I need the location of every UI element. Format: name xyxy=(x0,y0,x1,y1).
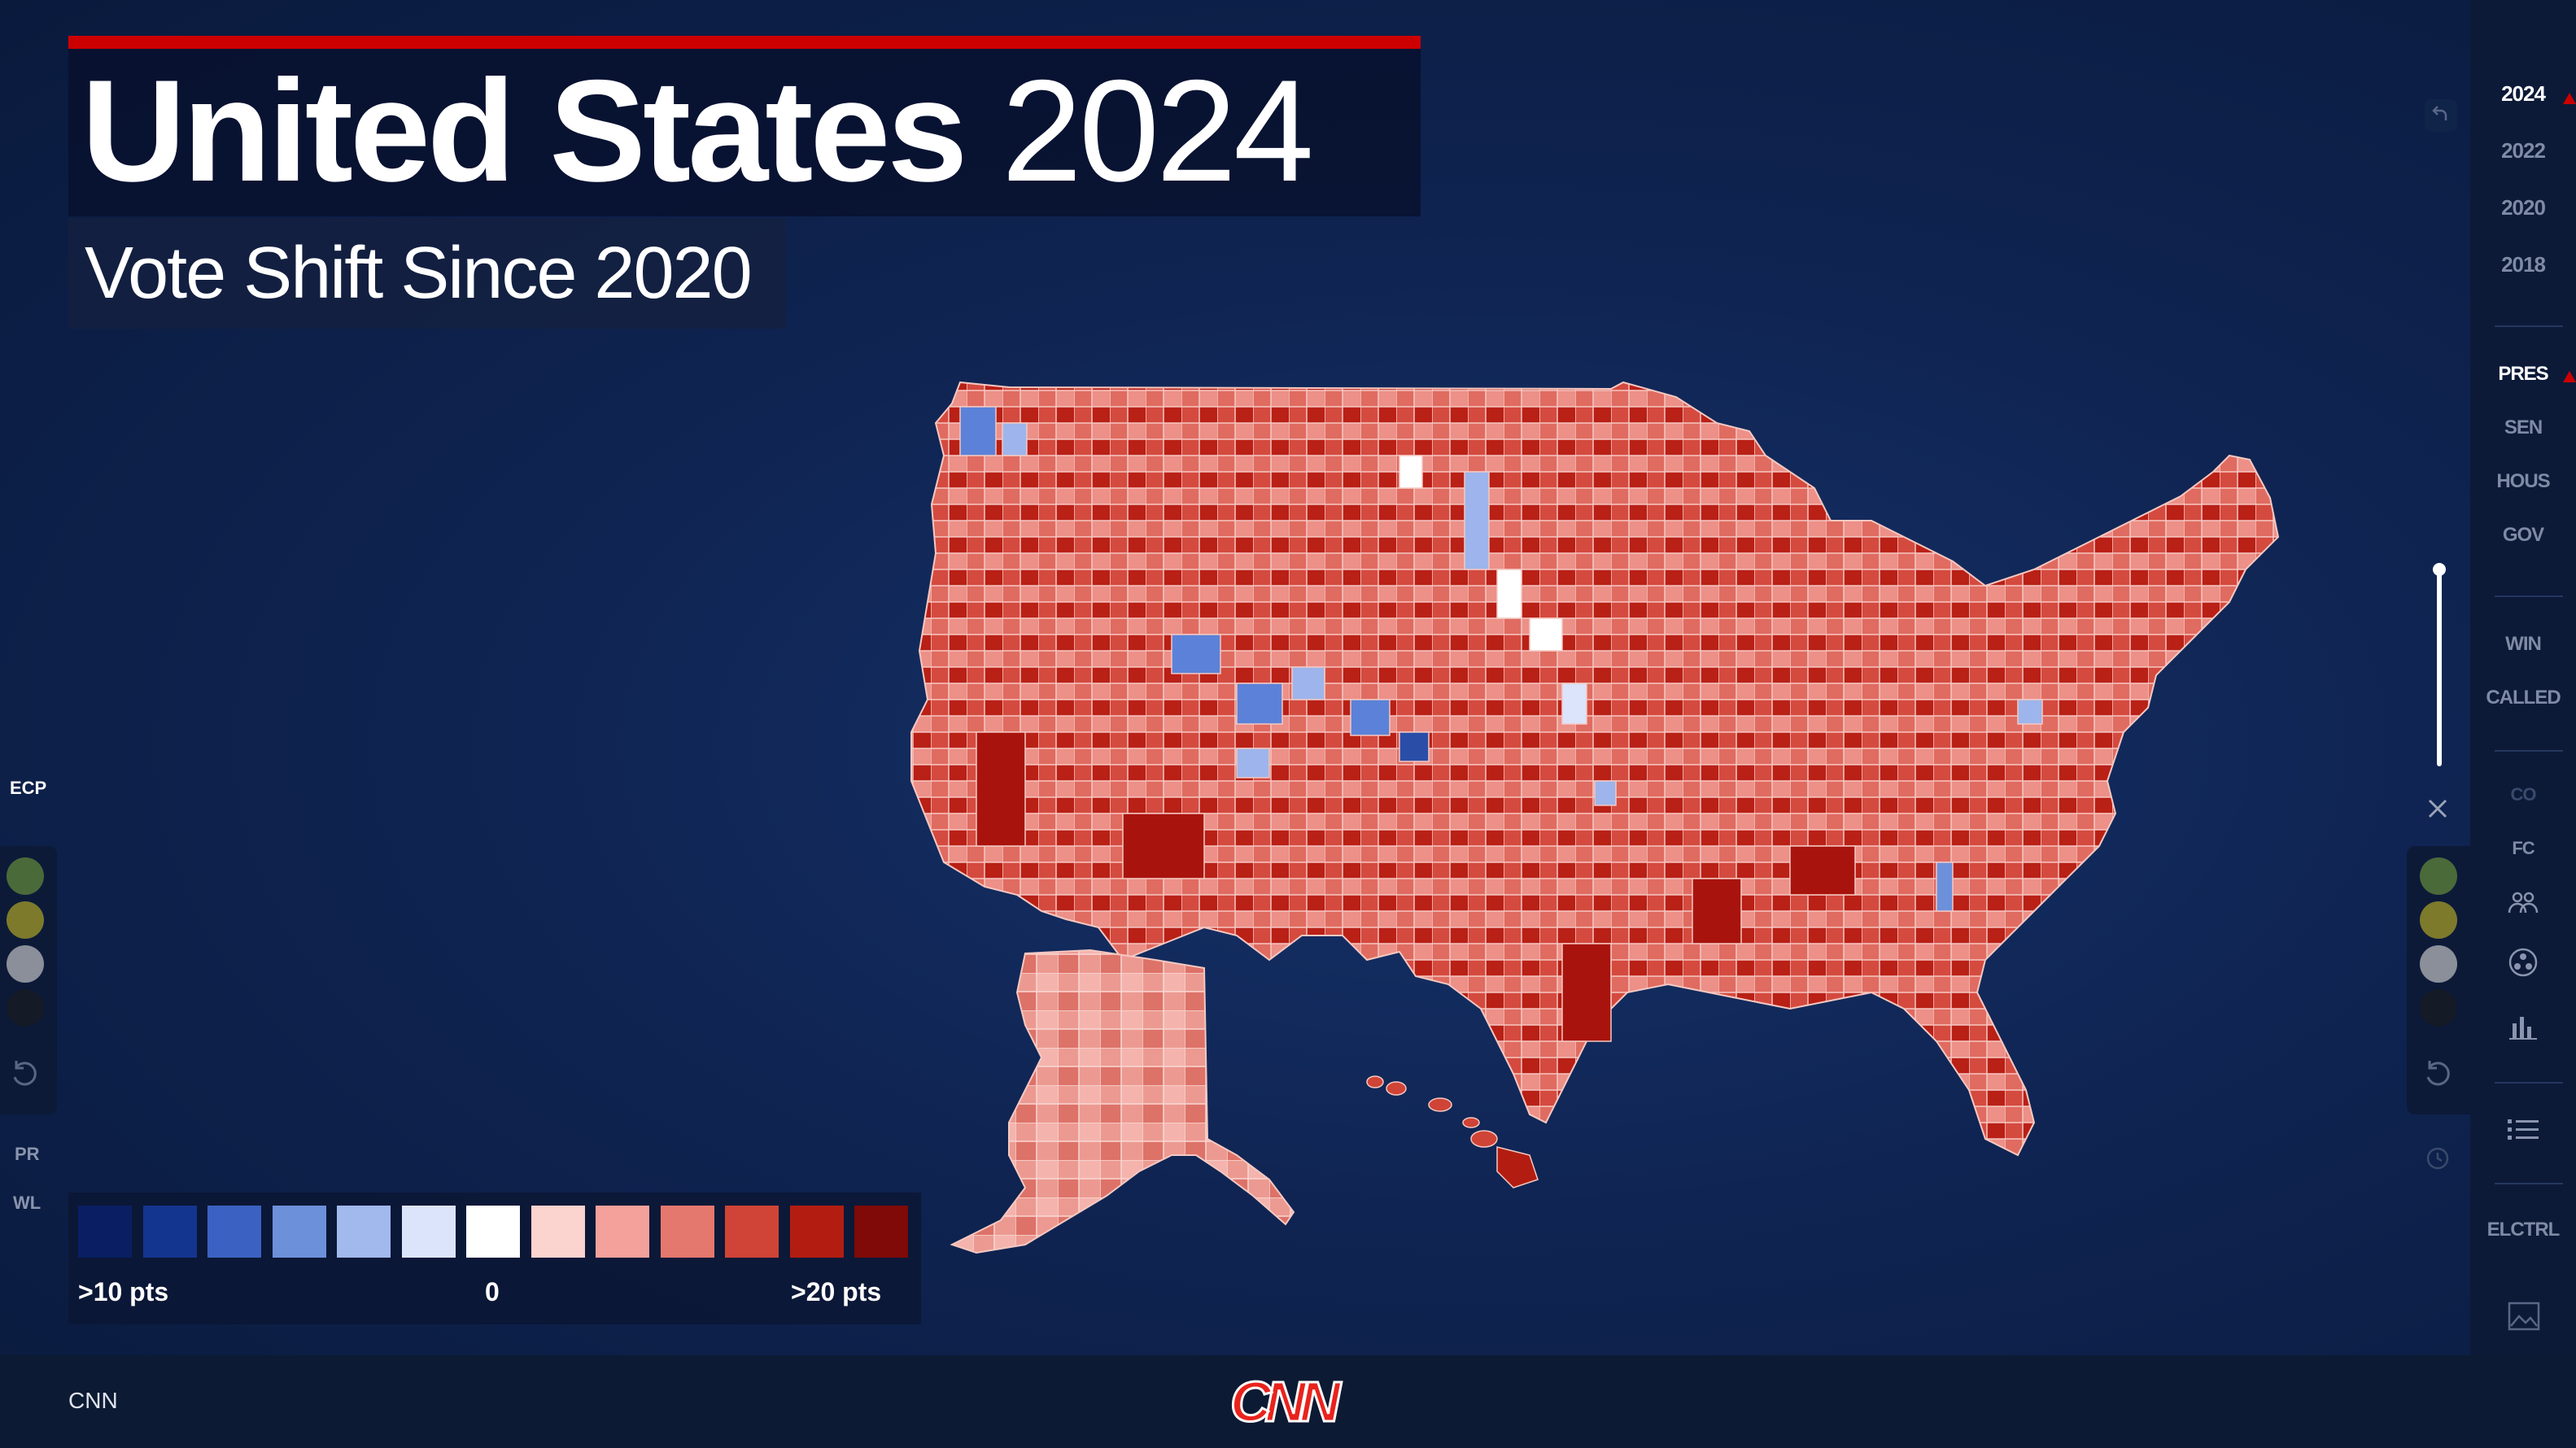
legend-swatch xyxy=(337,1206,391,1258)
title-region: United States xyxy=(81,50,967,212)
rail-divider xyxy=(2495,1082,2563,1084)
title-year: 2024 xyxy=(1001,50,1314,212)
page-title: United States 2024 xyxy=(81,54,1314,208)
rail-divider xyxy=(2495,1183,2563,1184)
left-reset-icon[interactable] xyxy=(7,1056,42,1092)
undo-arrow-icon[interactable] xyxy=(2425,99,2457,132)
rail-divider xyxy=(2495,750,2563,752)
extra-co-button[interactable]: CO xyxy=(2510,784,2537,805)
bar-chart-icon[interactable] xyxy=(2509,1012,2537,1040)
close-icon[interactable] xyxy=(2423,794,2452,823)
legend-swatch xyxy=(660,1206,714,1258)
blue-shift-areas xyxy=(959,406,2043,912)
footer-network-label: CNN xyxy=(68,1388,118,1413)
legend-center-label: 0 xyxy=(485,1277,500,1306)
legend-swatch xyxy=(530,1206,585,1258)
legend-swatch xyxy=(466,1206,520,1258)
legend-swatch xyxy=(596,1206,649,1258)
year-2024-button[interactable]: 2024 xyxy=(2501,81,2546,106)
color-dot-button[interactable] xyxy=(7,989,44,1027)
year-2020-button[interactable]: 2020 xyxy=(2501,195,2546,220)
page-subtitle: Vote Shift Since 2020 xyxy=(85,233,753,314)
people-icon[interactable] xyxy=(2508,890,2539,914)
list-icon[interactable] xyxy=(2508,1118,2539,1142)
legend-swatch xyxy=(789,1206,844,1258)
legend-left-label: >10 pts xyxy=(78,1277,169,1306)
race-gov-button[interactable]: GOV xyxy=(2502,524,2544,546)
ball-icon[interactable] xyxy=(2508,947,2539,978)
title-panel xyxy=(68,36,1421,216)
mode-called-button[interactable]: CALLED xyxy=(2486,687,2561,709)
legend-swatch xyxy=(78,1206,132,1258)
year-2022-button[interactable]: 2022 xyxy=(2501,138,2546,163)
history-icon[interactable] xyxy=(2423,1144,2452,1173)
color-dot-button[interactable] xyxy=(2420,901,2457,939)
zoom-slider-handle[interactable] xyxy=(2433,563,2446,576)
legend-swatch xyxy=(725,1206,779,1258)
wl-label[interactable]: WL xyxy=(13,1193,41,1213)
hawaii-shapes xyxy=(1366,1075,1539,1188)
ecp-label[interactable]: ECP xyxy=(10,778,47,798)
race-sen-button[interactable]: SEN xyxy=(2504,417,2543,438)
extra-fc-button[interactable]: FC xyxy=(2512,838,2535,858)
contiguous-us-shape xyxy=(910,381,2280,1157)
legend-swatch xyxy=(272,1206,326,1258)
legend-swatch xyxy=(207,1206,261,1258)
strong-red-areas xyxy=(976,731,1856,1042)
year-2018-button[interactable]: 2018 xyxy=(2501,252,2546,277)
color-dot-button[interactable] xyxy=(2420,857,2457,895)
cnn-logo: CNN xyxy=(1229,1370,1343,1433)
legend-swatch xyxy=(401,1206,456,1258)
race-pres-button[interactable]: PRES xyxy=(2498,363,2548,385)
rail-divider xyxy=(2495,595,2563,597)
active-year-marker xyxy=(2563,93,2576,104)
pr-label[interactable]: PR xyxy=(15,1144,40,1164)
footer-bar xyxy=(0,1355,2576,1448)
zoom-slider[interactable] xyxy=(2433,563,2446,774)
legend-swatch xyxy=(142,1206,197,1258)
color-dot-button[interactable] xyxy=(2420,989,2457,1027)
race-hous-button[interactable]: HOUS xyxy=(2496,470,2550,492)
electoral-button[interactable]: ELCTRL xyxy=(2486,1219,2561,1241)
color-dot-button[interactable] xyxy=(7,901,44,939)
title-accent-bar xyxy=(68,36,1421,49)
right-reset-icon[interactable] xyxy=(2420,1056,2456,1092)
subtitle-panel xyxy=(68,218,786,329)
color-dot-button[interactable] xyxy=(7,945,44,983)
image-icon[interactable] xyxy=(2508,1302,2540,1331)
mode-win-button[interactable]: WIN xyxy=(2505,633,2542,655)
color-dot-button[interactable] xyxy=(7,857,44,895)
us-county-map[interactable] xyxy=(0,0,2470,1355)
legend-swatch xyxy=(854,1206,908,1258)
active-race-marker xyxy=(2563,371,2576,382)
legend-right-label: >20 pts xyxy=(791,1277,882,1306)
alaska-shape xyxy=(950,949,1295,1254)
zoom-slider-track xyxy=(2437,571,2442,766)
color-dot-button[interactable] xyxy=(2420,945,2457,983)
rail-divider xyxy=(2495,325,2563,327)
